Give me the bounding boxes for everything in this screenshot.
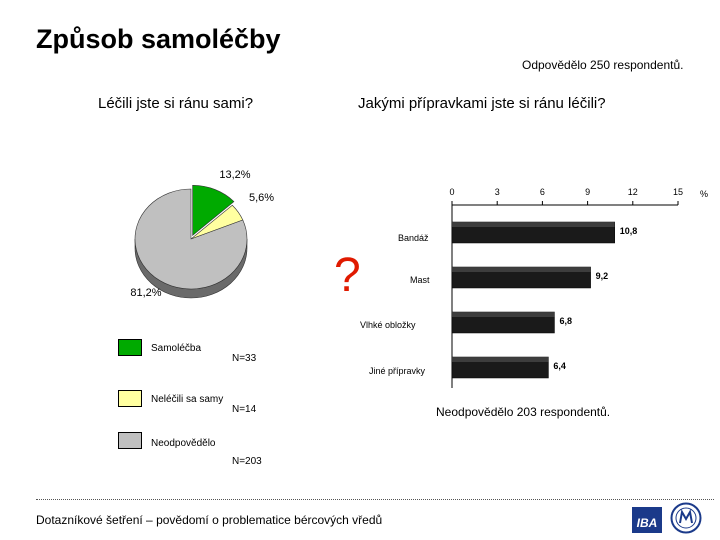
legend-n-samolecba: N=33 — [232, 353, 257, 364]
bar-x-tick-label-4: 12 — [628, 187, 638, 197]
bar-highlight-1 — [452, 267, 591, 272]
bar-x-tick-label-1: 3 — [495, 187, 500, 197]
bar-highlight-2 — [452, 312, 555, 317]
bar-value-label-2: 6,8 — [559, 316, 572, 326]
bar-x-tick-label-2: 6 — [540, 187, 545, 197]
bar-chart-title: Jakými přípravkami jste si ránu léčili? — [358, 95, 606, 112]
pie-slice-2 — [134, 188, 248, 290]
page-title: Způsob samoléčby — [36, 24, 281, 54]
legend-n-neodpovedelo: N=203 — [232, 456, 262, 467]
pie-value-label-2: 81,2% — [130, 287, 161, 299]
question-mark: ? — [334, 249, 361, 302]
footer-divider — [36, 499, 714, 500]
pie-value-label-0: 13,2% — [219, 169, 250, 181]
iba-logo: IBA — [632, 507, 662, 533]
pie-chart-title: Léčili jste si ránu sami? — [98, 95, 254, 112]
bar-category-label-0: Bandáž — [398, 233, 429, 243]
legend-label-nelecili: Neléčili sa samy — [151, 394, 224, 405]
legend-swatch-nelecili — [118, 390, 142, 407]
footer-caption: Dotazníkové šetření – povědomí o problem… — [36, 513, 383, 527]
respondents-count: Odpovědělo 250 respondentů. — [522, 58, 684, 72]
bar-value-label-0: 10,8 — [620, 226, 638, 236]
bar-highlight-0 — [452, 222, 615, 227]
pie-value-label-1: 5,6% — [249, 192, 274, 204]
non-respondents-count: Neodpovědělo 203 respondentů. — [436, 405, 611, 419]
pie-slice-0 — [192, 185, 235, 236]
bar-highlight-3 — [452, 357, 549, 362]
legend-swatch-neodpovedelo — [118, 432, 142, 449]
legend-n-nelecili: N=14 — [232, 404, 257, 415]
legend-swatch-samolecba — [118, 339, 142, 356]
svg-text:IBA: IBA — [637, 516, 658, 530]
bar-value-label-1: 9,2 — [596, 271, 609, 281]
bar-x-tick-label-3: 9 — [585, 187, 590, 197]
legend-label-samolecba: Samoléčba — [151, 343, 202, 354]
bar-category-label-3: Jiné přípravky — [369, 366, 426, 376]
legend-label-neodpovedelo: Neodpovědělo — [151, 438, 216, 449]
bar-category-label-2: Vlhké obložky — [360, 320, 416, 330]
bar-x-unit-label: % — [700, 189, 708, 199]
bar-x-tick-label-0: 0 — [449, 187, 454, 197]
bar-x-tick-label-5: 15 — [673, 187, 683, 197]
bar-category-label-1: Mast — [410, 275, 430, 285]
university-seal-logo — [670, 502, 702, 534]
bar-value-label-3: 6,4 — [553, 361, 566, 371]
